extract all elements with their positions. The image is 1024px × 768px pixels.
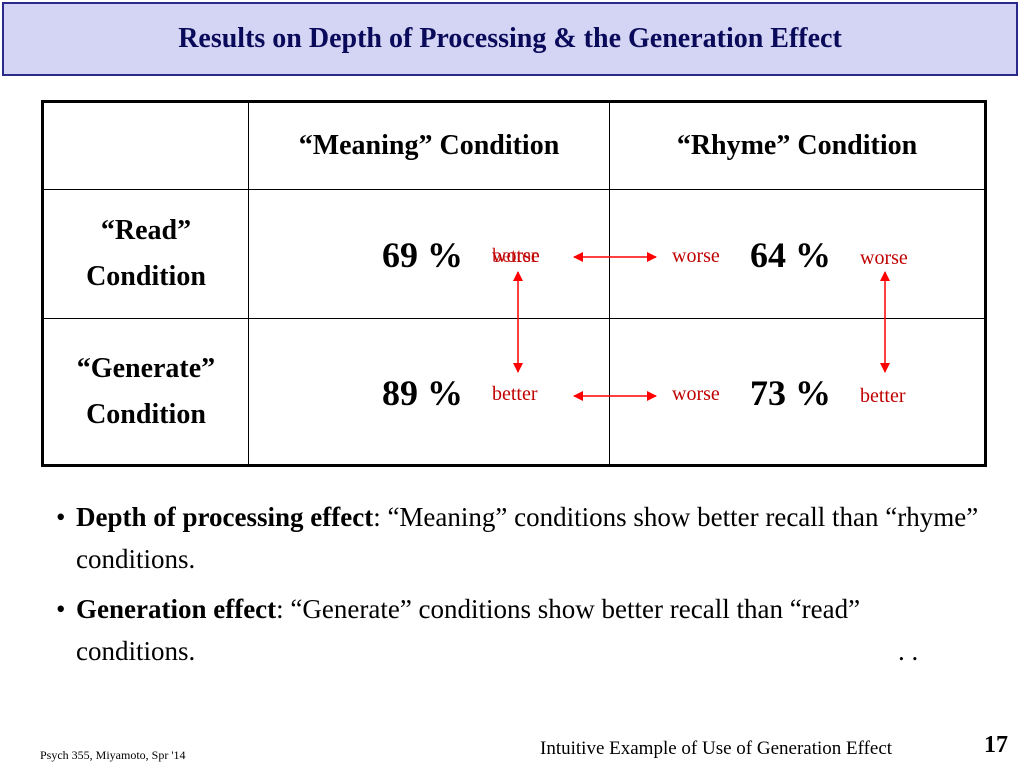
page-number: 17: [984, 732, 1008, 758]
page-title: Results on Depth of Processing & the Gen…: [178, 23, 842, 54]
bullet-list: • Depth of processing effect: “Meaning” …: [56, 496, 986, 680]
table-header-row: “Meaning” Condition “Rhyme” Condition: [42, 101, 986, 190]
value-read-meaning: 69 %: [382, 235, 463, 275]
bullet-term: Depth of processing effect: [76, 502, 374, 532]
header-rhyme: “Rhyme” Condition: [609, 101, 986, 190]
footer-slide-title: Intuitive Example of Use of Generation E…: [540, 738, 893, 759]
annotation-read-meaning: worse: [492, 245, 540, 267]
value-read-rhyme: 64 %: [750, 235, 831, 275]
list-item: • Depth of processing effect: “Meaning” …: [56, 496, 986, 580]
value-generate-meaning: 89 %: [382, 373, 463, 413]
cell-read-rhyme: [609, 189, 986, 319]
bullet-term: Generation effect: [76, 594, 277, 624]
header-empty-cell: [42, 101, 249, 190]
list-item: • Generation effect: “Generate” conditio…: [56, 588, 986, 672]
bullet-dot: •: [56, 502, 66, 532]
trailing-dots: . .: [898, 636, 919, 666]
bullet-content: Generation effect: “Generate” conditions…: [76, 588, 986, 672]
header-meaning: “Meaning” Condition: [248, 101, 610, 190]
annotation-generate-rhyme: better: [860, 385, 906, 407]
bullet-text: : “Meaning” conditions show better recal…: [76, 502, 979, 574]
row-label-line1: “Read”: [100, 215, 192, 246]
table-row: “Generate” Condition: [42, 318, 986, 466]
annotation-read-rhyme-left: worse: [672, 245, 720, 267]
row-label-read: “Read” Condition: [42, 189, 249, 319]
row-label-line2: Condition: [86, 398, 206, 430]
bullet-content: Depth of processing effect: “Meaning” co…: [76, 496, 986, 580]
annotation-generate-meaning: better: [492, 383, 538, 405]
value-generate-rhyme: 73 %: [750, 373, 831, 413]
cell-generate-meaning: [248, 318, 610, 466]
footer-course: Psych 355, Miyamoto, Spr '14: [40, 748, 186, 762]
cell-generate-rhyme: [609, 318, 986, 466]
row-label-line1: “Generate”: [76, 352, 216, 384]
results-table: “Meaning” Condition “Rhyme” Condition “R…: [41, 100, 987, 467]
annotation-generate-rhyme-left: worse: [672, 383, 720, 405]
row-label-line2: Condition: [86, 261, 206, 292]
bullet-text: : “Generate” conditions show better reca…: [76, 594, 861, 666]
bullet-dot: •: [56, 594, 66, 624]
annotation-read-rhyme: worse: [860, 247, 908, 269]
row-label-generate: “Generate” Condition: [42, 318, 249, 466]
title-bar: Results on Depth of Processing & the Gen…: [2, 2, 1018, 76]
annotation-read-meaning-overlap: better: [492, 245, 538, 267]
